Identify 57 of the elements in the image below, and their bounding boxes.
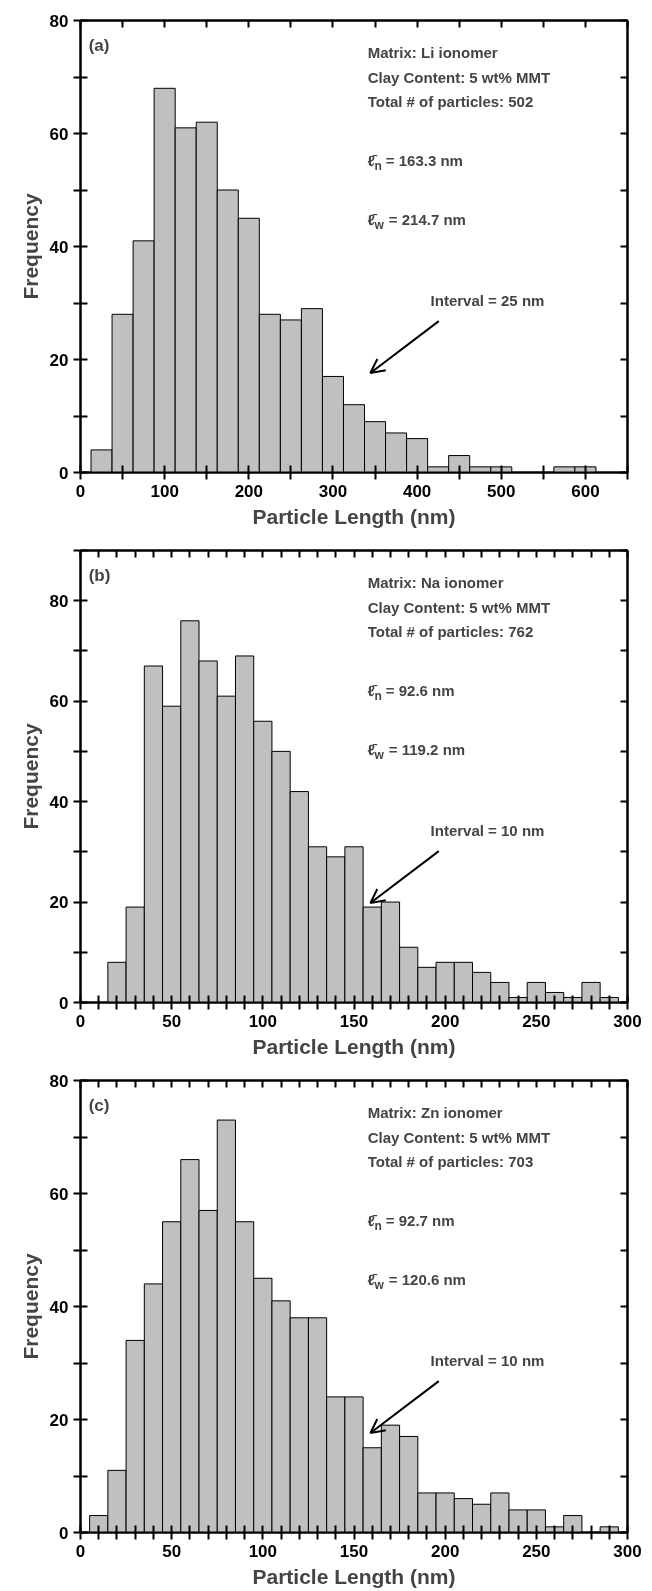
annotation: Clay Content: 5 wt% MMT bbox=[367, 68, 551, 86]
annotation: Matrix: Na ionomer bbox=[367, 573, 504, 591]
y-tick-label: 40 bbox=[49, 237, 69, 257]
annotation: (a) bbox=[88, 35, 110, 55]
x-tick-label: 300 bbox=[613, 1541, 642, 1561]
y-tick-label: 60 bbox=[49, 692, 69, 712]
annotation: Clay Content: 5 wt% MMT bbox=[367, 598, 551, 616]
x-tick-label: 600 bbox=[571, 481, 600, 501]
y-tick-label: 0 bbox=[59, 463, 69, 483]
y-tick-label: 80 bbox=[49, 11, 69, 31]
y-tick-label: 60 bbox=[49, 1184, 69, 1204]
y-tick-label: 80 bbox=[49, 1071, 69, 1091]
y-axis-title: Frequency bbox=[18, 1253, 42, 1360]
y-tick-label: 20 bbox=[49, 350, 69, 370]
annotation: Matrix: Zn ionomer bbox=[367, 1103, 503, 1121]
y-tick-label: 80 bbox=[49, 591, 69, 611]
x-tick-label: 0 bbox=[75, 481, 86, 501]
annotation: Clay Content: 5 wt% MMT bbox=[367, 1128, 551, 1146]
x-tick-label: 0 bbox=[75, 1011, 86, 1031]
y-tick-label: 40 bbox=[49, 792, 69, 812]
x-tick-label: 250 bbox=[522, 1011, 551, 1031]
y-axis-title: Frequency bbox=[18, 193, 42, 300]
x-tick-label: 250 bbox=[522, 1541, 551, 1561]
x-tick-label: 200 bbox=[430, 1541, 460, 1561]
annotation: Matrix: Li ionomer bbox=[367, 43, 498, 61]
x-tick-label: 150 bbox=[339, 1541, 369, 1561]
annotation: (c) bbox=[88, 1095, 110, 1115]
y-axis-title: Frequency bbox=[18, 723, 42, 830]
x-tick-label: 0 bbox=[75, 1541, 86, 1561]
x-tick-label: 150 bbox=[339, 1011, 369, 1031]
annotation: Interval = 10 nm bbox=[430, 1352, 545, 1370]
x-tick-label: 100 bbox=[248, 1011, 278, 1031]
y-tick-label: 0 bbox=[59, 993, 69, 1013]
annotation: Interval = 25 nm bbox=[430, 292, 545, 310]
x-tick-label: 100 bbox=[248, 1541, 278, 1561]
annotation: Interval = 10 nm bbox=[430, 822, 545, 840]
annotation: Total # of particles: 762 bbox=[367, 623, 534, 641]
x-tick-label: 500 bbox=[487, 481, 516, 501]
x-tick-label: 200 bbox=[430, 1011, 460, 1031]
y-tick-label: 20 bbox=[49, 1410, 69, 1430]
x-tick-label: 50 bbox=[162, 1011, 182, 1031]
x-axis-title: Particle Length (nm) bbox=[252, 504, 456, 528]
annotation: (b) bbox=[88, 565, 111, 585]
x-axis-title: Particle Length (nm) bbox=[252, 1034, 456, 1058]
x-tick-label: 100 bbox=[150, 481, 179, 501]
annotation: Total # of particles: 703 bbox=[367, 1153, 534, 1171]
x-tick-label: 300 bbox=[318, 481, 348, 501]
annotation: Total # of particles: 502 bbox=[367, 93, 534, 111]
x-axis-title: Particle Length (nm) bbox=[252, 1564, 456, 1588]
x-tick-label: 400 bbox=[402, 481, 432, 501]
x-tick-label: 50 bbox=[162, 1541, 182, 1561]
y-tick-label: 60 bbox=[49, 124, 69, 144]
y-tick-label: 0 bbox=[59, 1523, 69, 1543]
y-tick-label: 40 bbox=[49, 1297, 69, 1317]
y-tick-label: 20 bbox=[49, 893, 69, 913]
x-tick-label: 200 bbox=[234, 481, 263, 501]
x-tick-label: 300 bbox=[613, 1011, 642, 1031]
